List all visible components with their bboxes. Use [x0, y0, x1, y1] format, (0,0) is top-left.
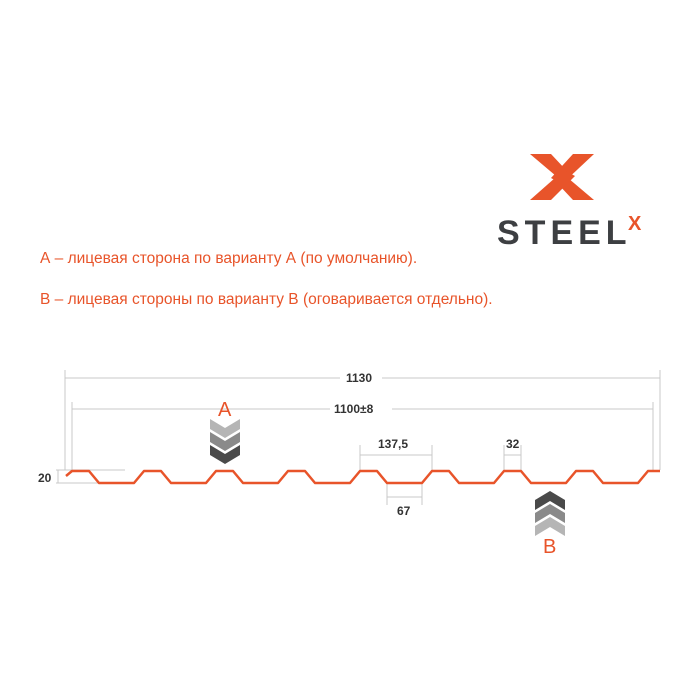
logo-text: STEEL [497, 214, 632, 252]
face-b-arrow-icon [535, 491, 565, 536]
dim-bottom-width: 67 [397, 504, 411, 518]
face-a-arrow-icon [210, 419, 240, 464]
logo-x-mark [530, 154, 594, 200]
note-face-a: А – лицевая сторона по варианту А (по ум… [40, 250, 418, 267]
steelx-logo: STEEL X [497, 154, 642, 252]
dim-top-width: 32 [506, 437, 520, 451]
face-b-label: B [543, 536, 556, 558]
logo-superscript: X [628, 213, 642, 235]
dim-pitch: 137,5 [378, 437, 408, 451]
dim-total-width: 1130 [346, 371, 372, 385]
dimension-lines [56, 370, 661, 505]
dim-useful-width: 1100±8 [334, 402, 374, 416]
trapezoidal-profile [65, 469, 660, 485]
note-face-b: В – лицевая стороны по варианту В (огова… [40, 291, 493, 308]
dim-height: 20 [38, 471, 52, 485]
face-a-label: A [218, 399, 232, 421]
